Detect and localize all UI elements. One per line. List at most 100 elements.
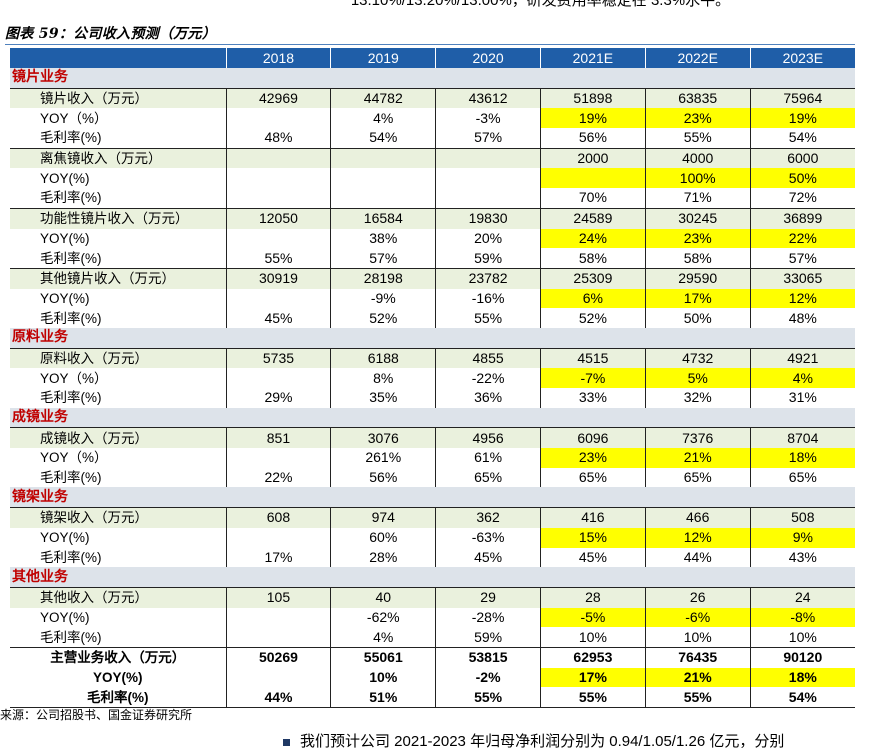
row-label: 成镜收入（万元）	[10, 427, 227, 449]
value-cell: 23%	[540, 448, 646, 468]
value-cell	[226, 527, 332, 548]
section-header-row: 其他业务	[10, 567, 855, 588]
table-row: 毛利率(%) 70% 71% 72%	[10, 188, 855, 209]
value-cell: 58%	[645, 248, 751, 269]
table-row: 功能性镜片收入（万元） 12050 16584 19830 24589 30245 3689…	[10, 207, 855, 229]
row-label: 其他收入（万元）	[10, 586, 227, 608]
value-cell: 15%	[540, 527, 646, 548]
value-cell: -28%	[435, 607, 541, 628]
value-cell: 19%	[540, 108, 646, 129]
value-cell: 8%	[330, 368, 437, 388]
value-cell: 48%	[750, 308, 855, 328]
table-row: YOY（%） 4% -3% 19% 23% 19%	[10, 108, 855, 129]
value-cell: 51898	[540, 87, 646, 109]
value-cell: 10%	[330, 667, 437, 688]
value-cell: 4732	[645, 347, 751, 369]
value-cell	[330, 147, 437, 169]
value-cell: 28	[540, 586, 646, 608]
table-row: 主营业务收入（万元） 50269 55061 53815 62953 76435 90120	[10, 646, 855, 668]
table-row: 毛利率(%) 44% 51% 55% 55% 55% 54%	[10, 687, 855, 709]
value-cell	[226, 168, 332, 189]
row-label: 毛利率(%)	[10, 248, 227, 269]
value-cell: 24589	[540, 207, 646, 229]
value-cell: 29	[435, 586, 541, 608]
table-row: 毛利率(%) 22% 56% 65% 65% 65% 65%	[10, 467, 855, 488]
row-label: 毛利率(%)	[10, 547, 227, 568]
value-cell: 72%	[750, 188, 855, 209]
table-row: 毛利率(%) 45% 52% 55% 52% 50% 48%	[10, 308, 855, 328]
value-cell: 30919	[226, 267, 332, 289]
value-cell: 5735	[226, 347, 332, 369]
row-label: 毛利率(%)	[10, 467, 227, 488]
value-cell: 90120	[750, 646, 855, 668]
value-cell: 974	[330, 507, 437, 528]
value-cell: 3076	[330, 427, 437, 449]
value-cell	[226, 288, 332, 309]
section-title: 其他业务	[10, 567, 855, 588]
value-cell	[435, 168, 541, 189]
value-cell: 55%	[645, 128, 751, 149]
value-cell: 55%	[435, 308, 541, 328]
section-header-row: 镜架业务	[10, 487, 855, 508]
value-cell: 4%	[330, 627, 437, 648]
value-cell: 52%	[330, 308, 437, 328]
row-label: YOY（%）	[10, 448, 227, 468]
source-note: 来源：公司招股书、国金证券研究所	[0, 708, 193, 722]
table-body: 镜片业务 镜片收入（万元） 42969 44782 43612 51898 63835 759…	[10, 68, 855, 709]
section-title: 镜片业务	[10, 68, 855, 89]
value-cell: 5%	[645, 368, 751, 388]
row-label: 毛利率(%)	[10, 308, 227, 328]
value-cell: 59%	[435, 248, 541, 269]
value-cell: 30245	[645, 207, 751, 229]
value-cell	[226, 667, 332, 688]
value-cell: 18%	[750, 667, 855, 688]
value-cell: 4%	[750, 368, 855, 388]
value-cell: 28198	[330, 267, 437, 289]
value-cell	[226, 147, 332, 169]
value-cell: 4956	[435, 427, 541, 449]
value-cell: 33%	[540, 388, 646, 408]
value-cell: 40	[330, 586, 437, 608]
table-row: YOY（%） 8% -22% -7% 5% 4%	[10, 368, 855, 388]
row-label: YOY(%)	[10, 527, 227, 548]
value-cell	[226, 627, 332, 648]
value-cell: 65%	[645, 467, 751, 488]
clipped-previous-text: 13.10%/13.20%/13.00%，研发费用率稳定在 3.3%水平。	[350, 0, 731, 9]
value-cell: 851	[226, 427, 332, 449]
value-cell: -16%	[435, 288, 541, 309]
value-cell: 105	[226, 586, 332, 608]
table-row: 毛利率(%) 17% 28% 45% 45% 44% 43%	[10, 547, 855, 568]
row-label: 原料收入（万元）	[10, 347, 227, 369]
header-cell-2023e: 2023E	[750, 48, 855, 68]
section-title: 成镜业务	[10, 407, 855, 428]
value-cell: 23%	[645, 228, 751, 249]
row-label: 毛利率(%)	[10, 388, 227, 408]
value-cell: 58%	[540, 248, 646, 269]
value-cell: 57%	[750, 248, 855, 269]
header-cell-2019: 2019	[330, 48, 437, 68]
value-cell: -6%	[645, 607, 751, 628]
value-cell: 48%	[226, 128, 332, 149]
value-cell: 23782	[435, 267, 541, 289]
value-cell: 24%	[540, 228, 646, 249]
value-cell	[226, 228, 332, 249]
revenue-forecast-table: 2018 2019 2020 2021E 2022E 2023E 镜片业务 镜片收…	[10, 48, 855, 709]
value-cell: 4515	[540, 347, 646, 369]
value-cell	[226, 108, 332, 129]
value-cell: 36%	[435, 388, 541, 408]
row-label: 毛利率(%)	[10, 128, 227, 149]
row-label: 毛利率(%)	[10, 687, 227, 709]
value-cell: 416	[540, 507, 646, 528]
value-cell: 24	[750, 586, 855, 608]
value-cell: 42969	[226, 87, 332, 109]
value-cell: 53815	[435, 646, 541, 668]
section-header-row: 原料业务	[10, 327, 855, 349]
value-cell: 10%	[750, 627, 855, 648]
table-row: 其他收入（万元） 105 40 29 28 26 24	[10, 586, 855, 608]
value-cell: 54%	[750, 687, 855, 709]
table-row: 成镜收入（万元） 851 3076 4956 6096 7376 8704	[10, 427, 855, 449]
value-cell: 61%	[435, 448, 541, 468]
value-cell: 20%	[435, 228, 541, 249]
header-cell-2022e: 2022E	[645, 48, 751, 68]
value-cell: 45%	[540, 547, 646, 568]
